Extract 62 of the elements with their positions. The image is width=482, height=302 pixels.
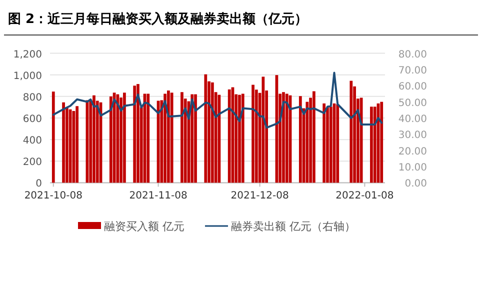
- bar: [92, 95, 96, 183]
- line-series: [52, 72, 383, 129]
- bar: [76, 106, 79, 183]
- bar: [146, 94, 150, 183]
- y-tick-label: 600: [22, 114, 42, 125]
- bar: [322, 103, 326, 183]
- y2-tick-label: 20.00: [398, 146, 427, 158]
- bar: [89, 100, 92, 183]
- bar: [164, 94, 166, 183]
- bar: [116, 94, 120, 183]
- y-tick-label: 400: [22, 136, 42, 147]
- bar: [329, 106, 332, 183]
- bar: [282, 92, 285, 183]
- x-tick-label: 2021-10-08: [24, 190, 82, 202]
- bar: [204, 74, 208, 183]
- y2-tick-label: 70.00: [398, 65, 427, 76]
- bar: [336, 104, 340, 183]
- x-tick-label: 2021-12-08: [230, 190, 289, 202]
- bar: [194, 94, 197, 183]
- bar: [180, 92, 184, 183]
- bar: [228, 89, 231, 183]
- chart-title: 图 2：近三月每日融资买入额及融券卖出额（亿元）: [8, 11, 308, 27]
- bar: [298, 96, 302, 183]
- x-tick-label: 2022-01-08: [336, 190, 394, 202]
- bar: [306, 102, 309, 183]
- y2-tick-label: 30.00: [398, 130, 427, 142]
- bar: [238, 94, 241, 183]
- y2-tick-label: 50.00: [398, 98, 427, 109]
- bar: [241, 94, 244, 183]
- bar: [312, 91, 316, 183]
- y2-tick-label: 0.00: [404, 178, 427, 190]
- bar: [370, 106, 373, 183]
- y-tick-label: 0: [36, 178, 42, 190]
- bar: [123, 92, 126, 183]
- bar: [262, 76, 265, 183]
- y-tick-label: 1,000: [13, 70, 42, 82]
- bar: [166, 90, 170, 183]
- bar: [380, 102, 384, 183]
- legend-label: 融资买入额 亿元: [104, 220, 184, 233]
- y-tick-label: 1,200: [13, 49, 42, 60]
- bar: [360, 98, 363, 183]
- bar: [170, 92, 174, 183]
- bar: [52, 92, 55, 183]
- y2-tick-label: 80.00: [398, 49, 427, 60]
- bar: [350, 80, 353, 183]
- bar: [373, 106, 376, 183]
- x-tick-label: 2021-11-08: [129, 190, 188, 202]
- y-tick-label: 200: [22, 157, 42, 168]
- bar: [285, 94, 288, 183]
- bar: [136, 84, 140, 183]
- y2-tick-label: 60.00: [398, 82, 427, 93]
- bar: [62, 102, 65, 183]
- bar: [252, 84, 254, 183]
- legend-label: 融券卖出额 亿元（右轴）: [231, 220, 356, 233]
- y2-tick-label: 40.00: [398, 114, 427, 125]
- bar: [190, 94, 194, 183]
- y2-tick-label: 10.00: [398, 162, 427, 174]
- bar: [326, 107, 329, 183]
- bar: [210, 82, 214, 183]
- bar: [109, 96, 112, 183]
- bar: [133, 86, 136, 183]
- y-tick-label: 800: [22, 92, 42, 104]
